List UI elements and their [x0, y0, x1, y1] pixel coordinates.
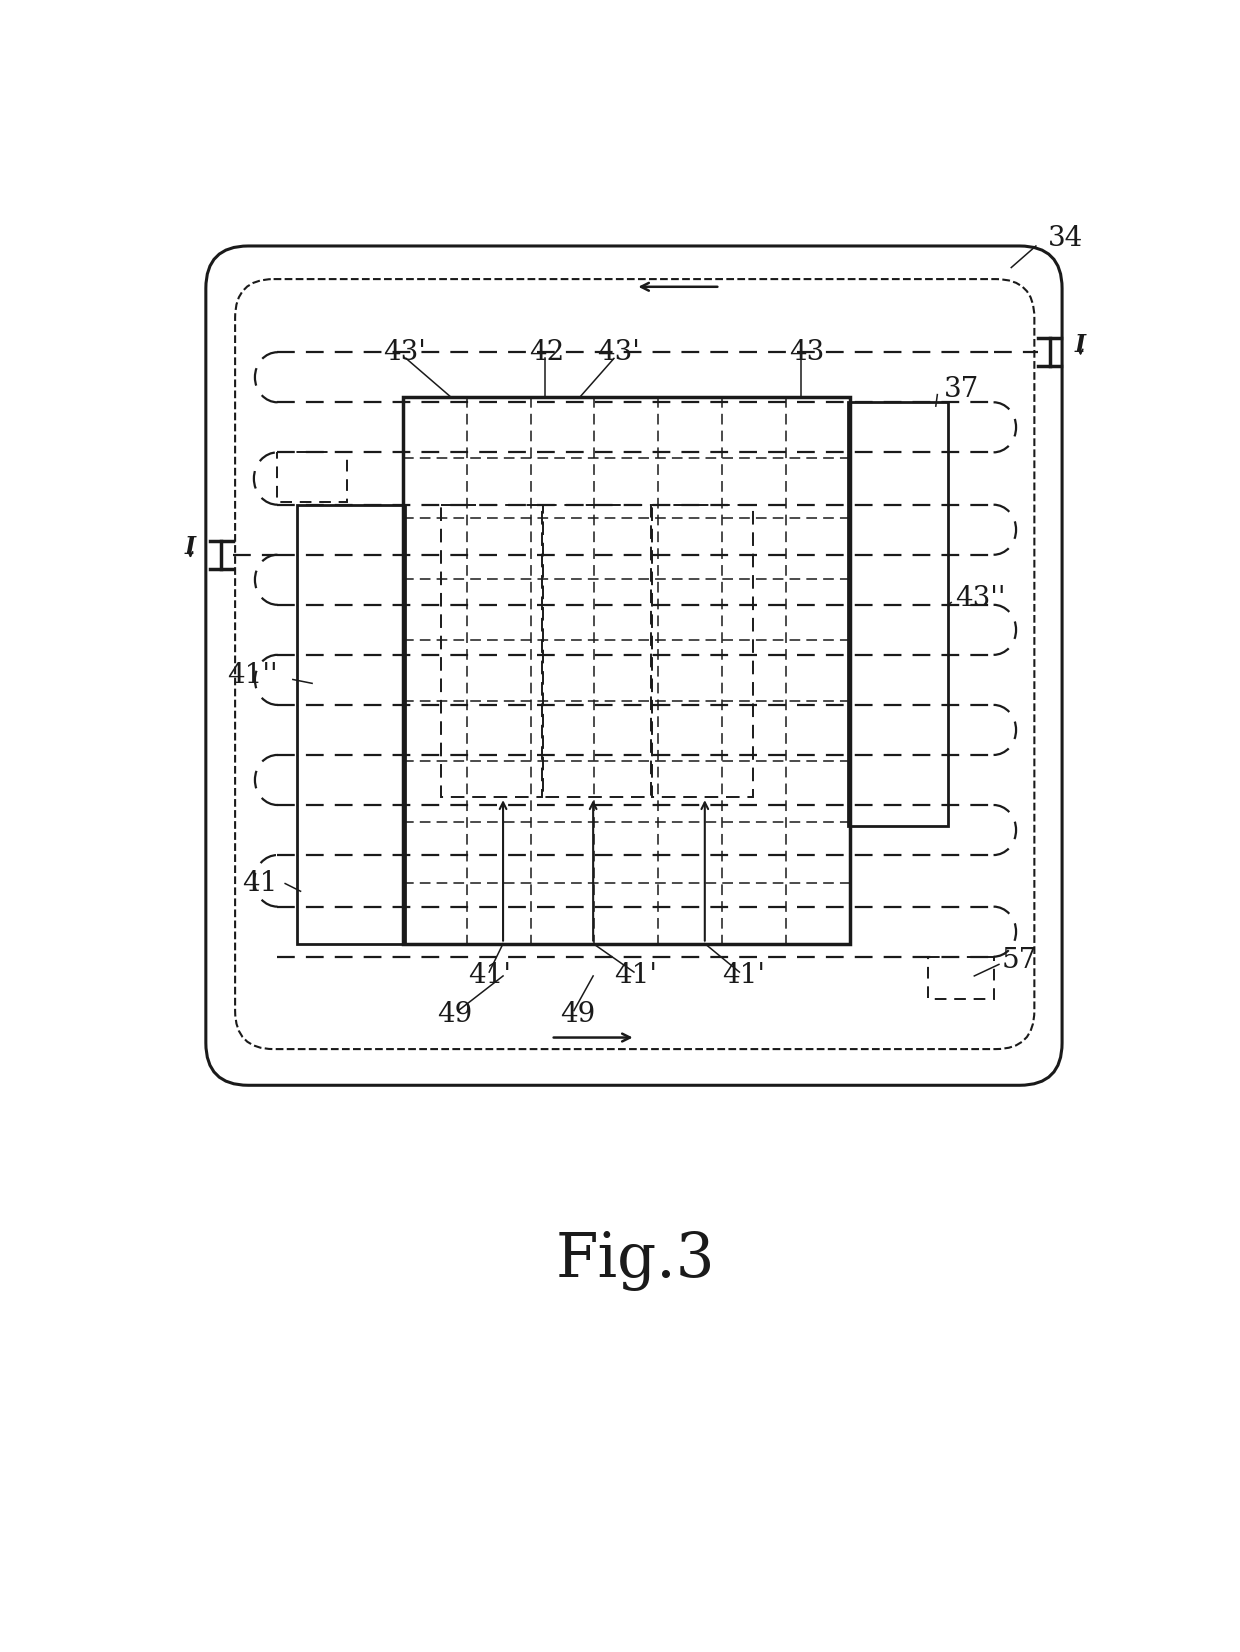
- Text: I: I: [185, 535, 196, 558]
- Bar: [441, 506, 542, 798]
- Text: 43: 43: [789, 339, 825, 365]
- Text: 41'': 41'': [227, 662, 278, 689]
- Text: 41': 41': [614, 963, 657, 990]
- Text: Fig.3: Fig.3: [556, 1231, 715, 1290]
- Bar: [278, 453, 347, 502]
- Text: 57: 57: [1001, 947, 1037, 975]
- Text: 34: 34: [1048, 225, 1083, 251]
- Text: 37: 37: [944, 375, 978, 403]
- Text: 43': 43': [383, 339, 425, 365]
- Bar: [848, 403, 949, 826]
- Text: 49: 49: [560, 1001, 595, 1028]
- Text: 42: 42: [529, 339, 564, 365]
- Bar: [403, 396, 849, 943]
- Text: 43'': 43'': [955, 585, 1006, 613]
- Bar: [652, 506, 753, 798]
- Text: 41': 41': [722, 963, 765, 990]
- Bar: [543, 506, 651, 798]
- Text: 49: 49: [436, 1001, 472, 1028]
- Text: 41': 41': [467, 963, 511, 990]
- Bar: [296, 506, 404, 943]
- Text: 43': 43': [598, 339, 640, 365]
- Text: 41: 41: [242, 871, 278, 897]
- Bar: [928, 957, 993, 999]
- Text: I: I: [1075, 332, 1086, 357]
